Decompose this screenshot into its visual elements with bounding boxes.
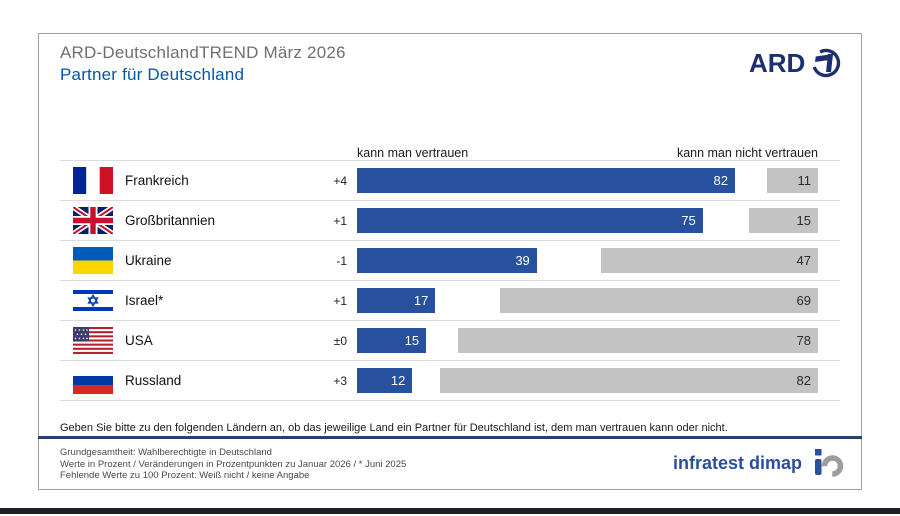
ard-one-circle-icon (811, 48, 841, 78)
trust-value: 17 (413, 293, 429, 308)
country-label: Frankreich (125, 173, 189, 188)
bar-track: 17 69 (357, 288, 818, 313)
france-flag-icon (73, 167, 113, 194)
uk-flag-icon (73, 207, 113, 234)
column-header-no-trust: kann man nicht vertrauen (676, 146, 818, 160)
russia-flag-icon (73, 367, 113, 394)
infratest-dimap-logo: infratest dimap (673, 449, 844, 477)
footnotes: Grundgesamtheit: Wahlberechtigte in Deut… (60, 447, 406, 482)
table-row: Russland +3 12 82 (60, 360, 840, 400)
no-trust-bar: 11 (767, 168, 818, 193)
trust-bar: 82 (357, 168, 736, 193)
infratest-dimap-logo-text: infratest dimap (673, 453, 802, 473)
no-trust-bar: 15 (748, 208, 818, 233)
trust-bar: 15 (357, 328, 427, 353)
change-value: +4 (333, 173, 347, 188)
ard-logo: ARD (749, 48, 841, 78)
table-row: Frankreich +4 82 11 (60, 160, 840, 200)
trust-value: 75 (681, 213, 696, 228)
no-trust-value: 78 (796, 333, 811, 348)
country-label: USA (125, 333, 153, 348)
usa-flag-icon (73, 327, 113, 354)
survey-question: Geben Sie bitte zu den folgenden Ländern… (60, 422, 728, 434)
change-value: +1 (333, 293, 347, 308)
footnote-line: Grundgesamtheit: Wahlberechtigte in Deut… (60, 447, 272, 458)
change-value: ±0 (333, 333, 347, 348)
bar-track: 12 82 (357, 368, 818, 393)
no-trust-value: 15 (796, 213, 811, 228)
trust-bar: 39 (357, 248, 537, 273)
bar-track: 39 47 (357, 248, 818, 273)
change-value: +1 (333, 213, 347, 228)
survey-supertitle: ARD-DeutschlandTREND März 2026 (60, 43, 346, 62)
infratest-dimap-icon (815, 449, 844, 477)
last-row-divider (60, 400, 840, 401)
israel-flag-icon (73, 287, 113, 314)
no-trust-value: 11 (797, 173, 812, 188)
column-header-trust: kann man vertrauen (357, 146, 469, 160)
no-trust-bar: 47 (601, 248, 818, 273)
trust-value: 39 (515, 253, 530, 268)
trust-bar: 75 (357, 208, 703, 233)
country-label: Israel* (125, 293, 164, 308)
change-value: +3 (333, 373, 347, 388)
no-trust-bar: 69 (499, 288, 818, 313)
ukraine-flag-icon (73, 247, 113, 274)
bar-track: 75 15 (357, 208, 818, 233)
country-label: Großbritannien (125, 213, 216, 228)
trust-bar: 12 (357, 368, 413, 393)
ard-logo-text: ARD (749, 48, 805, 78)
no-trust-value: 69 (796, 293, 811, 308)
bar-track: 15 78 (357, 328, 818, 353)
trust-value: 82 (713, 173, 729, 188)
table-row: Israel* +1 17 69 (60, 280, 840, 320)
trust-value: 12 (390, 373, 406, 388)
trust-bar: 17 (357, 288, 436, 313)
change-value: -1 (336, 253, 347, 268)
table-row: Großbritannien +1 75 15 (60, 200, 840, 240)
bottom-page-bar (0, 508, 900, 514)
trust-value: 15 (404, 333, 420, 348)
no-trust-bar: 78 (458, 328, 818, 353)
no-trust-bar: 82 (439, 368, 818, 393)
bar-track: 82 11 (357, 168, 818, 193)
country-label: Ukraine (125, 253, 172, 268)
footer-divider (38, 436, 862, 439)
page-title: Partner für Deutschland (60, 65, 245, 84)
country-label: Russland (125, 373, 182, 388)
footnote-line: Werte in Prozent / Veränderungen in Proz… (60, 458, 407, 470)
no-trust-value: 47 (796, 253, 811, 268)
table-row: Ukraine -1 39 47 (60, 240, 840, 280)
no-trust-value: 82 (796, 373, 811, 388)
footnote-line: Fehlende Werte zu 100 Prozent: Weiß nich… (60, 470, 310, 481)
table-row: USA ±0 15 78 (60, 320, 840, 360)
